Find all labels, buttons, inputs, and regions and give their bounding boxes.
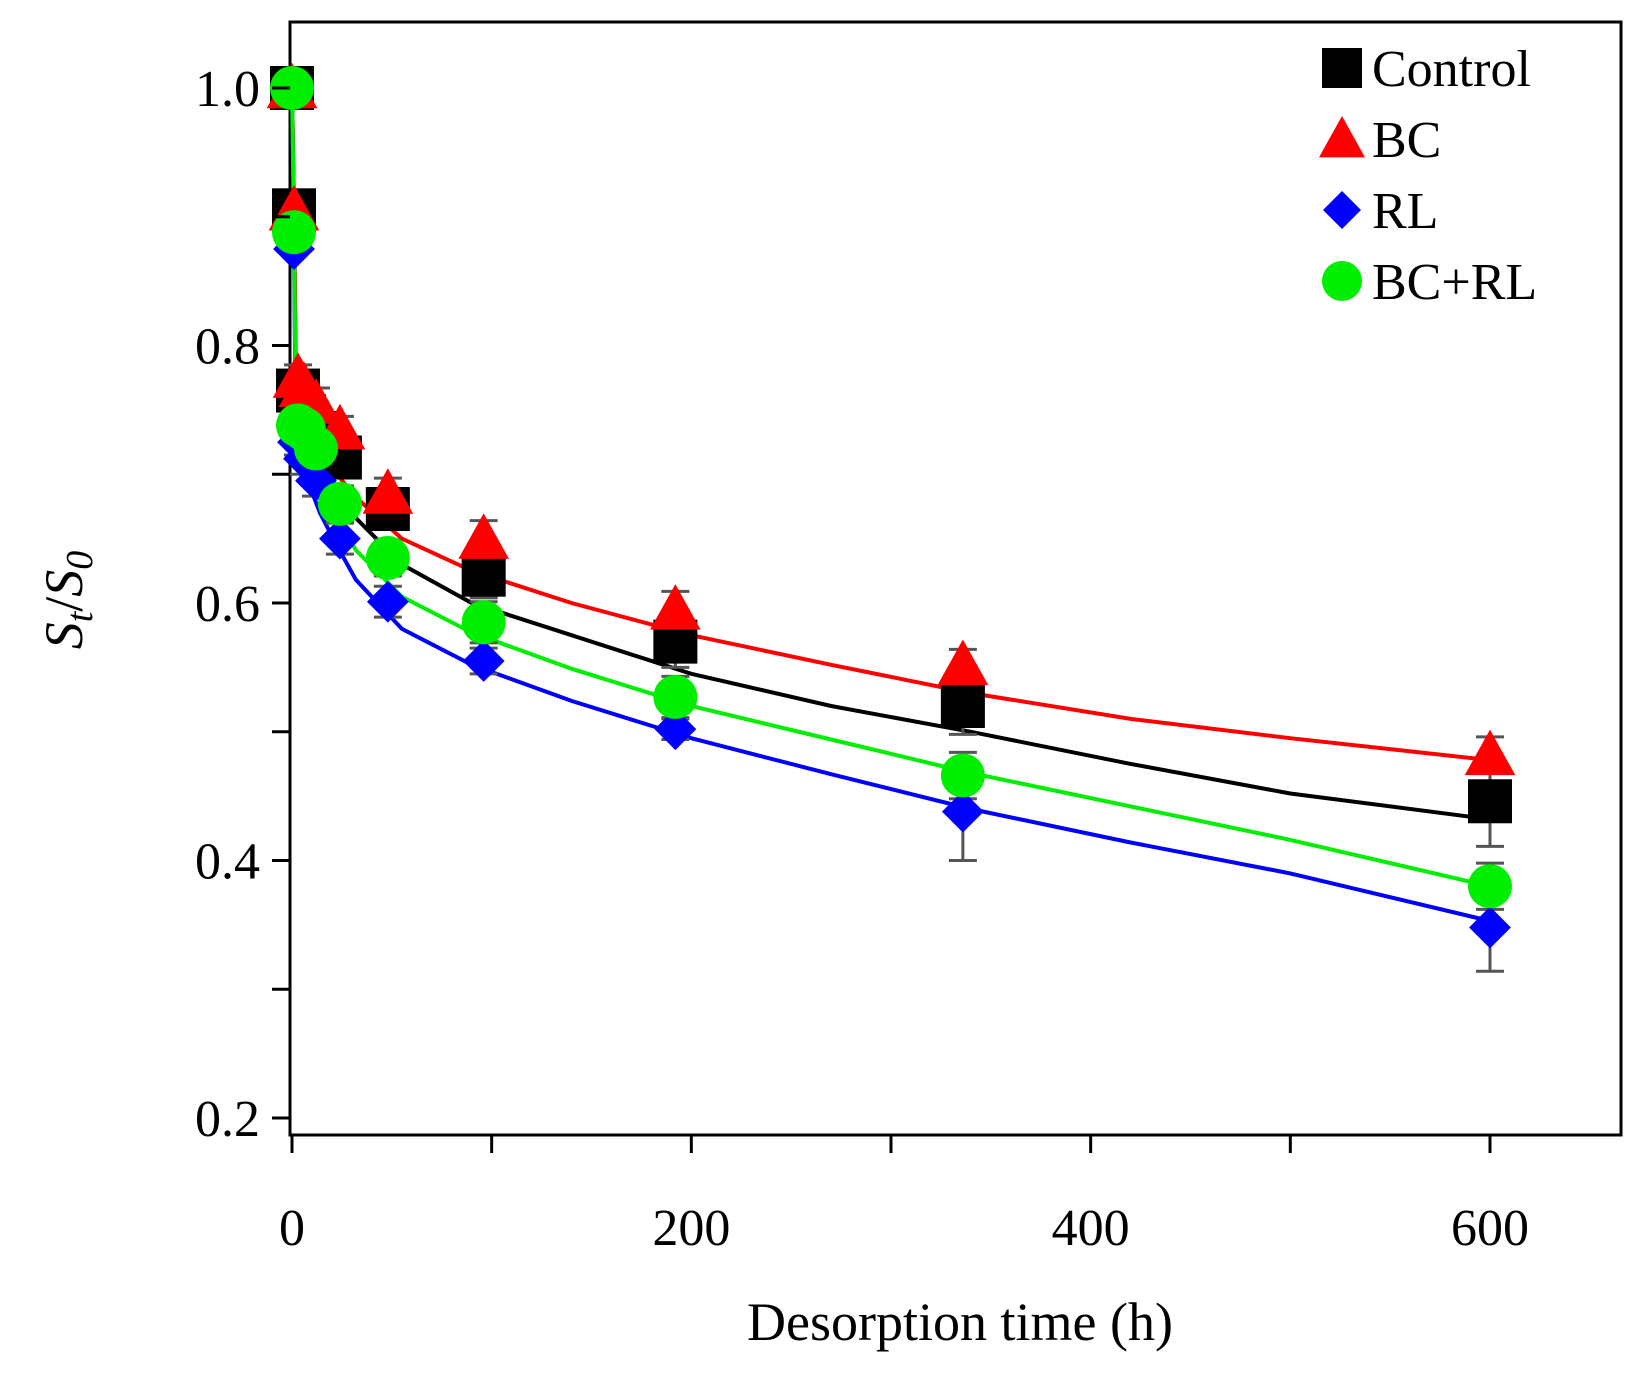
y-tick-label-4: 1.0 [195, 61, 260, 118]
x-tick-label-2: 400 [1052, 1200, 1130, 1257]
x-tick-label-0: 0 [279, 1200, 305, 1257]
y-tick-label-2: 0.6 [195, 576, 260, 633]
point-BC-9 [937, 639, 989, 686]
point-RL-8 [654, 708, 697, 751]
point-BC+RL-8 [653, 674, 698, 719]
legend-marker-BC [1319, 116, 1365, 158]
y-title-sub-1: t [59, 610, 101, 622]
data-markers [266, 62, 1516, 949]
fit-lines [290, 87, 1491, 923]
x-tick-label-1: 200 [652, 1200, 730, 1257]
point-RL-10 [1469, 906, 1511, 949]
point-BC+RL-10 [1468, 864, 1512, 909]
y-title-slash: / [34, 597, 94, 612]
point-BC-8 [650, 584, 701, 630]
point-BC-7 [458, 513, 509, 559]
point-BC+RL-1 [271, 210, 316, 255]
x-tick-label-3: 600 [1451, 1200, 1529, 1257]
fit-line-BC+RL [290, 87, 1491, 889]
point-BC+RL-7 [461, 600, 506, 645]
point-BC-6 [362, 468, 414, 514]
y-tick-label-0: 0.2 [195, 1091, 260, 1148]
point-Control-10 [1468, 779, 1512, 824]
legend-item-BC+RL: BC+RL [1322, 254, 1537, 311]
legend: Control BC RL BC+RL [1319, 41, 1537, 311]
point-BC+RL-6 [365, 535, 410, 580]
y-tick-label-1: 0.4 [195, 834, 260, 891]
y-axis-title: St/S0 [34, 551, 101, 650]
legend-label-Control: Control [1372, 41, 1531, 98]
point-RL-5 [319, 517, 361, 560]
point-BC+RL-4 [293, 426, 338, 471]
point-BC+RL-9 [940, 753, 985, 798]
legend-item-BC: BC [1319, 112, 1441, 169]
y-title-main-2: S [34, 570, 94, 597]
point-RL-6 [366, 580, 409, 623]
y-title-main-1: S [34, 622, 94, 649]
y-title-sub-2: 0 [59, 551, 101, 570]
point-BC+RL-5 [317, 481, 362, 526]
point-BC+RL-0 [270, 66, 314, 110]
point-Control-7 [461, 552, 506, 597]
point-BC-10 [1464, 729, 1516, 776]
axes: 0.2 0.4 0.6 0.8 1.0 0 200 400 600 [195, 61, 1529, 1257]
y-tick-label-3: 0.8 [195, 319, 260, 376]
point-RL-9 [941, 790, 984, 833]
point-RL-7 [462, 640, 505, 682]
x-axis-title: Desorption time (h) [747, 1292, 1173, 1352]
point-Control-9 [940, 684, 985, 728]
legend-marker-Control [1322, 48, 1362, 88]
legend-label-BC: BC [1372, 112, 1441, 169]
plot-frame [288, 20, 1623, 1137]
legend-marker-RL [1323, 191, 1361, 229]
fit-line-Control [290, 87, 1491, 822]
legend-label-RL: RL [1372, 183, 1438, 240]
legend-item-Control: Control [1322, 41, 1531, 98]
legend-label-BC+RL: BC+RL [1372, 254, 1537, 311]
legend-item-RL: RL [1323, 183, 1438, 240]
legend-marker-BC+RL [1322, 261, 1362, 301]
